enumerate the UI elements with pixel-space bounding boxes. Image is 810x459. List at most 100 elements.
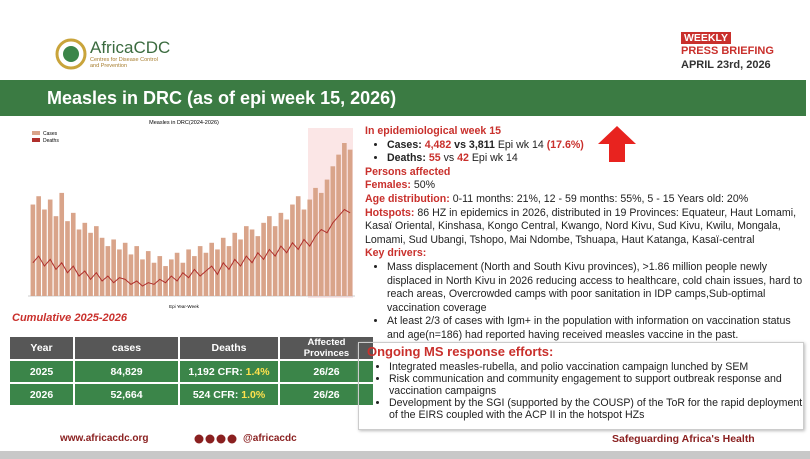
bar	[180, 262, 186, 296]
week-heading: In epidemiological week 15	[365, 125, 502, 137]
website: www.africacdc.org	[60, 433, 149, 444]
cell: 524 CFR: 1.0%	[180, 384, 278, 405]
chart-title: Measles in DRC(2024-2026)	[149, 120, 219, 126]
age: Age distribution: 0-11 months: 21%, 12 -…	[365, 193, 803, 207]
bar	[238, 239, 243, 296]
bar	[301, 209, 307, 296]
driver-list: Mass displacement (North and South Kivu …	[365, 261, 803, 343]
th: Year	[10, 337, 73, 359]
persons: Persons affected	[365, 165, 451, 178]
bottom-band	[0, 451, 810, 459]
bar	[122, 242, 128, 296]
weekly: WEEKLY	[681, 32, 731, 44]
label: Cases:	[387, 138, 422, 151]
bar	[220, 237, 226, 296]
deaths-item: Deaths: 55 vs 42 Epi wk 14	[387, 152, 803, 166]
hotspots: Hotspots: 86 HZ in epidemics in 2026, di…	[365, 207, 803, 248]
date: APRIL 23rd, 2026	[681, 59, 771, 71]
table: Year cases Deaths Affected Provinces 2025 84…	[8, 335, 375, 407]
chart: Measles in DRC(2024-2026) Epi Year-Week …	[10, 118, 358, 313]
bar	[47, 199, 53, 296]
bar	[284, 219, 289, 296]
week: Epi wk 14	[497, 138, 544, 151]
bar	[307, 199, 313, 296]
bar	[111, 239, 116, 296]
driver: Mass displacement (North and South Kivu …	[387, 261, 803, 315]
bar	[226, 246, 232, 296]
bar	[232, 232, 238, 296]
current: 4,482	[424, 138, 452, 151]
bar	[163, 266, 168, 296]
bar	[267, 216, 272, 296]
logo-name: AfricaCDC	[90, 38, 171, 57]
bar	[169, 259, 174, 296]
social-icons	[194, 434, 237, 444]
cell: 1,192 CFR: 1.4%	[180, 361, 278, 382]
bar	[347, 149, 353, 296]
vs: vs	[443, 152, 455, 165]
cases-item: Cases: 4,482 vs 3,811 Epi wk 14 (17.6%)	[387, 139, 803, 153]
label: Hotspots:	[365, 206, 415, 219]
up-arrow	[598, 126, 636, 162]
row: 2026 52,664 524 CFR: 1.0% 26/26	[10, 384, 373, 405]
cell: 2025	[10, 361, 73, 382]
previous: 42	[457, 152, 469, 165]
legend-swatch	[32, 138, 40, 142]
value: 86 HZ in epidemics in 2026, distributed …	[365, 206, 797, 246]
bar	[278, 212, 284, 296]
bar	[59, 192, 65, 296]
bar	[186, 249, 191, 296]
bar	[295, 196, 301, 296]
bar	[243, 226, 249, 296]
bar	[140, 259, 145, 296]
previous: 3,811	[468, 138, 495, 151]
cell: 2026	[10, 384, 73, 405]
cell: 52,664	[75, 384, 178, 405]
th: Deaths	[180, 337, 278, 359]
bar	[105, 246, 111, 296]
week-list: Cases: 4,482 vs 3,811 Epi wk 14 (17.6%) …	[365, 139, 803, 166]
response-item: Development by the SGI (supported by the…	[389, 397, 803, 421]
bar	[313, 187, 318, 296]
bar	[174, 252, 180, 296]
cfr: 1.4%	[245, 365, 270, 378]
label: Age distribution:	[365, 192, 450, 205]
line	[32, 208, 351, 287]
bar	[117, 249, 122, 296]
bar	[76, 229, 82, 296]
bar	[65, 221, 70, 296]
value: 50%	[413, 179, 436, 192]
label: Deaths:	[387, 152, 426, 165]
bar	[70, 212, 76, 296]
bar	[134, 246, 140, 296]
handle: @africacdc	[243, 433, 297, 444]
th: Affected Provinces	[280, 337, 373, 359]
bar	[53, 216, 59, 296]
bar	[215, 249, 220, 296]
response-item: Integrated measles-rubella, and polio va…	[389, 361, 803, 373]
cell: 84,829	[75, 361, 178, 382]
row: 2025 84,829 1,192 CFR: 1.4% 26/26	[10, 361, 373, 382]
bar	[99, 237, 105, 296]
bar	[151, 262, 157, 296]
bar	[94, 226, 99, 296]
header-row: Year cases Deaths Affected Provinces	[10, 337, 373, 359]
logo-sub: Centres for Disease Control and Preventi…	[90, 57, 158, 69]
bar	[209, 242, 214, 296]
bar	[88, 232, 93, 296]
bar	[145, 251, 151, 296]
bar	[192, 256, 197, 296]
legend-label: Deaths	[43, 138, 59, 144]
bar	[255, 236, 261, 296]
cell: 26/26	[280, 361, 373, 382]
th: cases	[75, 337, 178, 359]
vs: vs	[454, 138, 466, 151]
right-text: In epidemiological week 15 Cases: 4,482 …	[365, 125, 803, 343]
response-box: Ongoing MS response efforts: Integrated …	[358, 342, 804, 430]
response-heading: Ongoing MS response efforts:	[367, 344, 554, 359]
bar	[290, 204, 295, 296]
bar	[197, 246, 203, 296]
cfr: 1.0%	[241, 388, 266, 401]
week: Epi wk 14	[471, 152, 518, 165]
